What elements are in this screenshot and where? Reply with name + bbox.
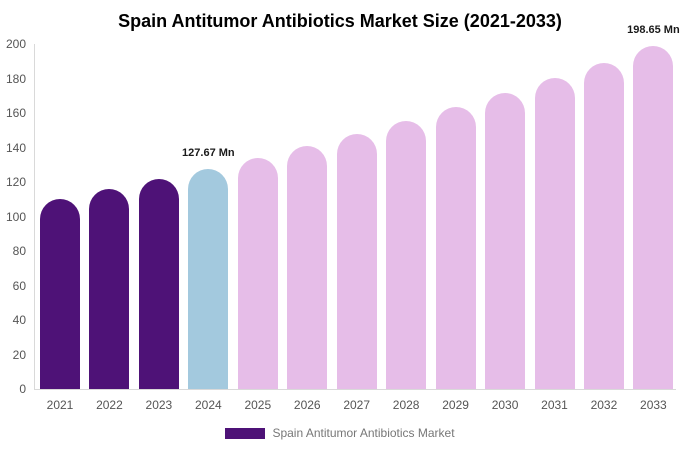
x-tick-label-2021: 2021	[46, 398, 74, 412]
bar-2026	[287, 145, 328, 389]
x-axis-line	[34, 389, 676, 390]
bar-2032	[583, 62, 624, 389]
y-tick-label: 80	[12, 244, 26, 258]
y-tick-label: 160	[5, 106, 26, 120]
x-tick-label-2028: 2028	[392, 398, 420, 412]
bar-2033	[633, 46, 674, 389]
y-tick-label: 140	[5, 140, 26, 155]
x-tick-label-2024: 2024	[194, 398, 222, 412]
legend-label: Spain Antitumor Antibiotics Market	[272, 426, 455, 440]
y-tick-label: 200	[5, 37, 26, 51]
y-axis-line	[34, 44, 35, 389]
bar-2029	[435, 107, 476, 389]
x-tick-label-2022: 2022	[96, 398, 123, 412]
y-tick-label: 40	[12, 313, 26, 327]
bar-2028	[386, 120, 427, 389]
bar-value-annotation: 127.67 Mn	[182, 146, 235, 159]
bar-2022	[89, 189, 130, 389]
x-tick-label-2026: 2026	[293, 398, 321, 412]
bar-value-annotation: 198.65 Mn	[627, 24, 680, 37]
bar-2031	[534, 78, 575, 389]
x-tick-label-2027: 2027	[343, 398, 371, 412]
x-tick-label-2029: 2029	[442, 398, 469, 412]
y-tick-label: 0	[19, 382, 26, 396]
chart-title: Spain Antitumor Antibiotics Market Size …	[118, 11, 562, 31]
bar-2027	[336, 133, 377, 389]
bar-2023	[138, 179, 179, 389]
legend-swatch	[225, 427, 266, 439]
y-tick-label: 60	[12, 278, 26, 293]
bar-2024	[188, 168, 229, 389]
bar-2030	[485, 93, 526, 389]
x-tick-label-2023: 2023	[145, 398, 173, 412]
y-tick-label: 120	[5, 175, 26, 189]
y-tick-label: 100	[5, 209, 26, 224]
x-tick-label-2030: 2030	[491, 398, 519, 412]
bar-2025	[237, 157, 278, 389]
x-tick-label-2032: 2032	[590, 398, 618, 412]
legend: Spain Antitumor Antibiotics Market	[0, 426, 680, 440]
x-tick-label-2033: 2033	[640, 398, 667, 412]
y-tick-label: 180	[5, 71, 26, 86]
bar-2021	[40, 199, 80, 389]
x-tick-label-2025: 2025	[244, 398, 272, 412]
y-tick-label: 20	[12, 347, 26, 362]
x-tick-label-2031: 2031	[541, 398, 568, 412]
